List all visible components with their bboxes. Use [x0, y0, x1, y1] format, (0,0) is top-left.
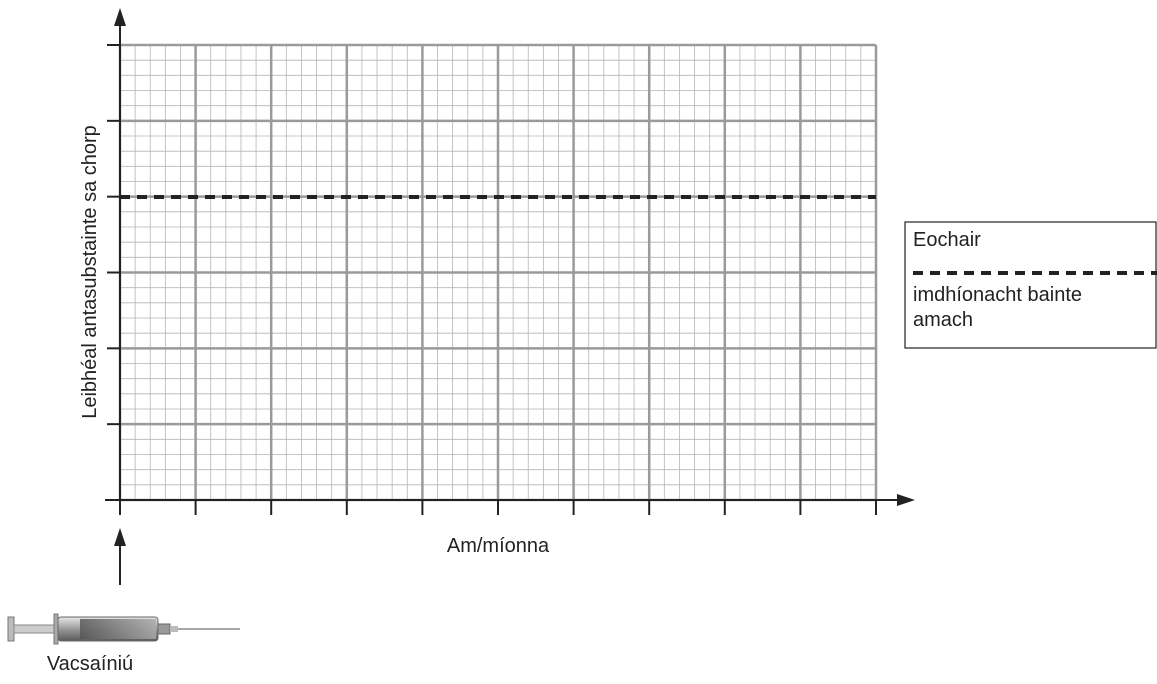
vaccination-label: Vacsaíniú	[47, 653, 133, 675]
vaccination-arrowhead	[114, 528, 126, 546]
graph-paper	[118, 43, 878, 502]
x-axis-arrow	[897, 494, 915, 506]
key-box	[904, 221, 1157, 349]
x-axis-label: Am/míonna	[447, 535, 550, 557]
axis-ticks	[107, 44, 877, 515]
y-axis-arrow	[114, 8, 126, 26]
key-entry-line: imdhíonacht bainte	[913, 284, 1082, 306]
key-entry-line: amach	[913, 309, 973, 331]
key-title: Eochair	[913, 229, 981, 251]
y-axis-label: Leibhéal antasubstainte sa chorp	[79, 125, 101, 419]
syringe-icon	[7, 613, 240, 645]
